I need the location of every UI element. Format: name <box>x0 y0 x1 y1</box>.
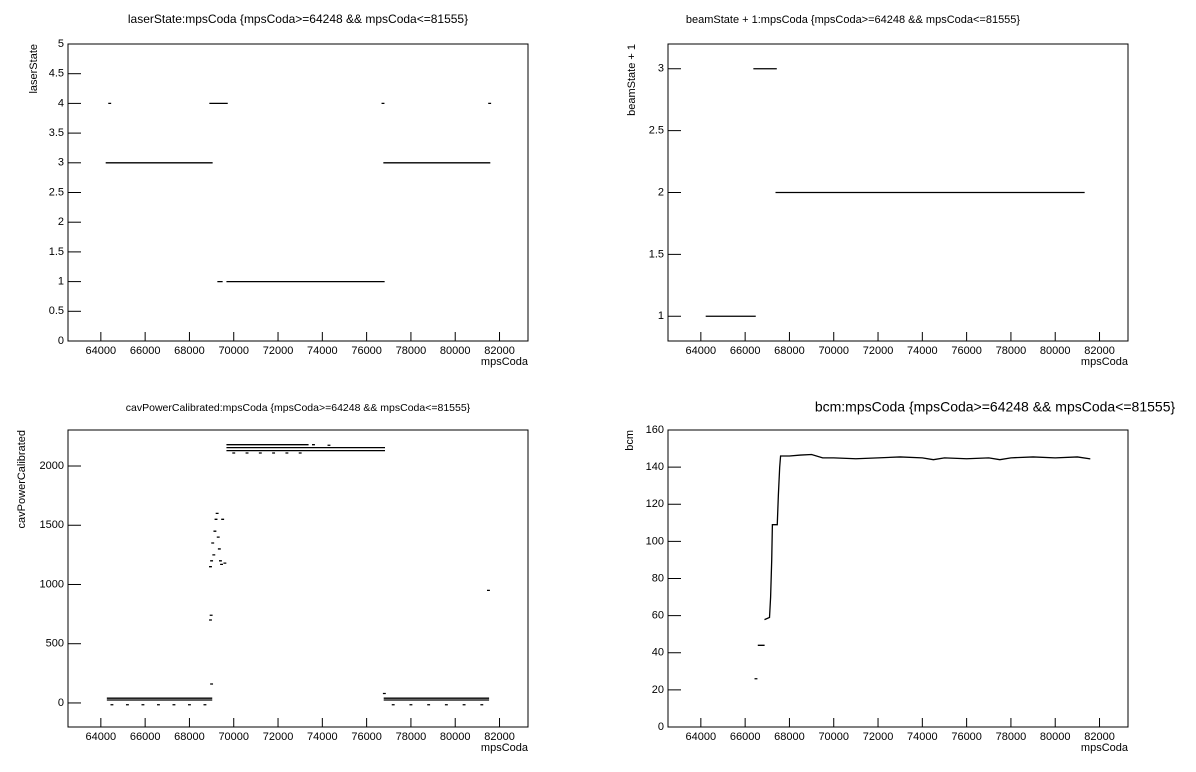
y-tick-label: 2.5 <box>649 125 664 137</box>
chart-panel: cavPowerCalibrated:mpsCoda {mpsCoda>=642… <box>16 402 529 754</box>
chart-title: bcm:mpsCoda {mpsCoda>=64248 && mpsCoda<=… <box>815 399 1176 415</box>
y-tick-label: 2000 <box>40 460 64 472</box>
x-tick-label: 70000 <box>818 345 849 357</box>
x-tick-label: 66000 <box>130 731 161 743</box>
data-line <box>106 444 490 706</box>
x-tick-label: 64000 <box>86 345 117 357</box>
x-tick-label: 82000 <box>1084 345 1115 357</box>
chart-title: beamState + 1:mpsCoda {mpsCoda>=64248 &&… <box>686 14 1021 26</box>
y-tick-label: 0 <box>58 335 64 347</box>
x-tick-label: 68000 <box>774 731 805 743</box>
y-tick-label: 40 <box>652 647 664 659</box>
chart-panel: laserState:mpsCoda {mpsCoda>=64248 && mp… <box>28 12 529 368</box>
x-tick-label: 70000 <box>818 731 849 743</box>
y-axis-label: bcm <box>624 430 636 451</box>
x-tick-label: 76000 <box>951 731 982 743</box>
data-line <box>754 453 1091 680</box>
y-tick-label: 1 <box>658 310 664 322</box>
x-tick-label: 72000 <box>263 345 294 357</box>
x-tick-label: 64000 <box>86 731 117 743</box>
x-tick-label: 66000 <box>730 345 761 357</box>
x-tick-label: 76000 <box>951 345 982 357</box>
y-tick-label: 160 <box>646 424 664 436</box>
x-tick-label: 66000 <box>730 731 761 743</box>
x-axis-label: mpsCoda <box>1081 742 1129 754</box>
y-tick-label: 5 <box>58 38 64 50</box>
x-tick-label: 82000 <box>1084 731 1115 743</box>
x-tick-label: 74000 <box>307 345 338 357</box>
x-tick-label: 76000 <box>351 345 382 357</box>
chart-panel: bcm:mpsCoda {mpsCoda>=64248 && mpsCoda<=… <box>624 399 1175 754</box>
x-tick-label: 64000 <box>686 345 717 357</box>
y-tick-label: 2 <box>58 216 64 228</box>
x-tick-label: 70000 <box>218 345 249 357</box>
x-tick-label: 72000 <box>863 731 894 743</box>
x-tick-label: 82000 <box>484 345 515 357</box>
y-tick-label: 120 <box>646 498 664 510</box>
y-tick-label: 1 <box>58 276 64 288</box>
y-tick-label: 20 <box>652 684 664 696</box>
x-tick-label: 76000 <box>351 731 382 743</box>
x-tick-label: 72000 <box>863 345 894 357</box>
y-tick-label: 0 <box>58 697 64 709</box>
y-tick-label: 1.5 <box>49 246 64 258</box>
x-tick-label: 68000 <box>174 345 205 357</box>
y-tick-label: 500 <box>46 638 64 650</box>
x-tick-label: 78000 <box>996 345 1027 357</box>
y-axis-label: laserState <box>28 44 40 94</box>
y-tick-label: 2 <box>658 186 664 198</box>
y-tick-label: 140 <box>646 461 664 473</box>
x-tick-label: 78000 <box>396 345 427 357</box>
chart-panel: beamState + 1:mpsCoda {mpsCoda>=64248 &&… <box>626 14 1129 368</box>
x-tick-label: 68000 <box>174 731 205 743</box>
y-tick-label: 0 <box>658 721 664 733</box>
x-tick-label: 80000 <box>440 345 471 357</box>
y-tick-label: 0.5 <box>49 305 64 317</box>
y-tick-label: 100 <box>646 535 664 547</box>
x-axis-label: mpsCoda <box>481 742 529 754</box>
y-tick-label: 4.5 <box>49 68 64 80</box>
y-axis-label: cavPowerCalibrated <box>16 430 28 528</box>
x-tick-label: 74000 <box>907 731 938 743</box>
x-axis-label: mpsCoda <box>481 356 529 368</box>
y-tick-label: 4 <box>58 97 64 109</box>
y-tick-label: 60 <box>652 610 664 622</box>
chart-title: laserState:mpsCoda {mpsCoda>=64248 && mp… <box>128 12 468 26</box>
chart-title: cavPowerCalibrated:mpsCoda {mpsCoda>=642… <box>126 402 471 414</box>
x-tick-label: 80000 <box>1040 345 1071 357</box>
y-tick-label: 3.5 <box>49 127 64 139</box>
y-tick-label: 1.5 <box>649 248 664 260</box>
x-tick-label: 74000 <box>907 345 938 357</box>
y-axis-label: beamState + 1 <box>626 44 638 116</box>
y-tick-label: 1000 <box>40 578 64 590</box>
x-tick-label: 78000 <box>396 731 427 743</box>
x-tick-label: 82000 <box>484 731 515 743</box>
x-tick-label: 80000 <box>440 731 471 743</box>
y-tick-label: 3 <box>658 63 664 75</box>
y-tick-label: 3 <box>58 157 64 169</box>
data-line <box>105 102 492 283</box>
x-tick-label: 68000 <box>774 345 805 357</box>
x-tick-label: 72000 <box>263 731 294 743</box>
x-tick-label: 70000 <box>218 731 249 743</box>
y-tick-label: 1500 <box>40 519 64 531</box>
x-tick-label: 74000 <box>307 731 338 743</box>
data-line <box>705 68 1085 317</box>
plot-frame <box>67 429 529 728</box>
x-tick-label: 80000 <box>1040 731 1071 743</box>
x-tick-label: 78000 <box>996 731 1027 743</box>
y-tick-label: 2.5 <box>49 186 64 198</box>
x-tick-label: 64000 <box>686 731 717 743</box>
x-axis-label: mpsCoda <box>1081 356 1129 368</box>
x-tick-label: 66000 <box>130 345 161 357</box>
y-tick-label: 80 <box>652 572 664 584</box>
